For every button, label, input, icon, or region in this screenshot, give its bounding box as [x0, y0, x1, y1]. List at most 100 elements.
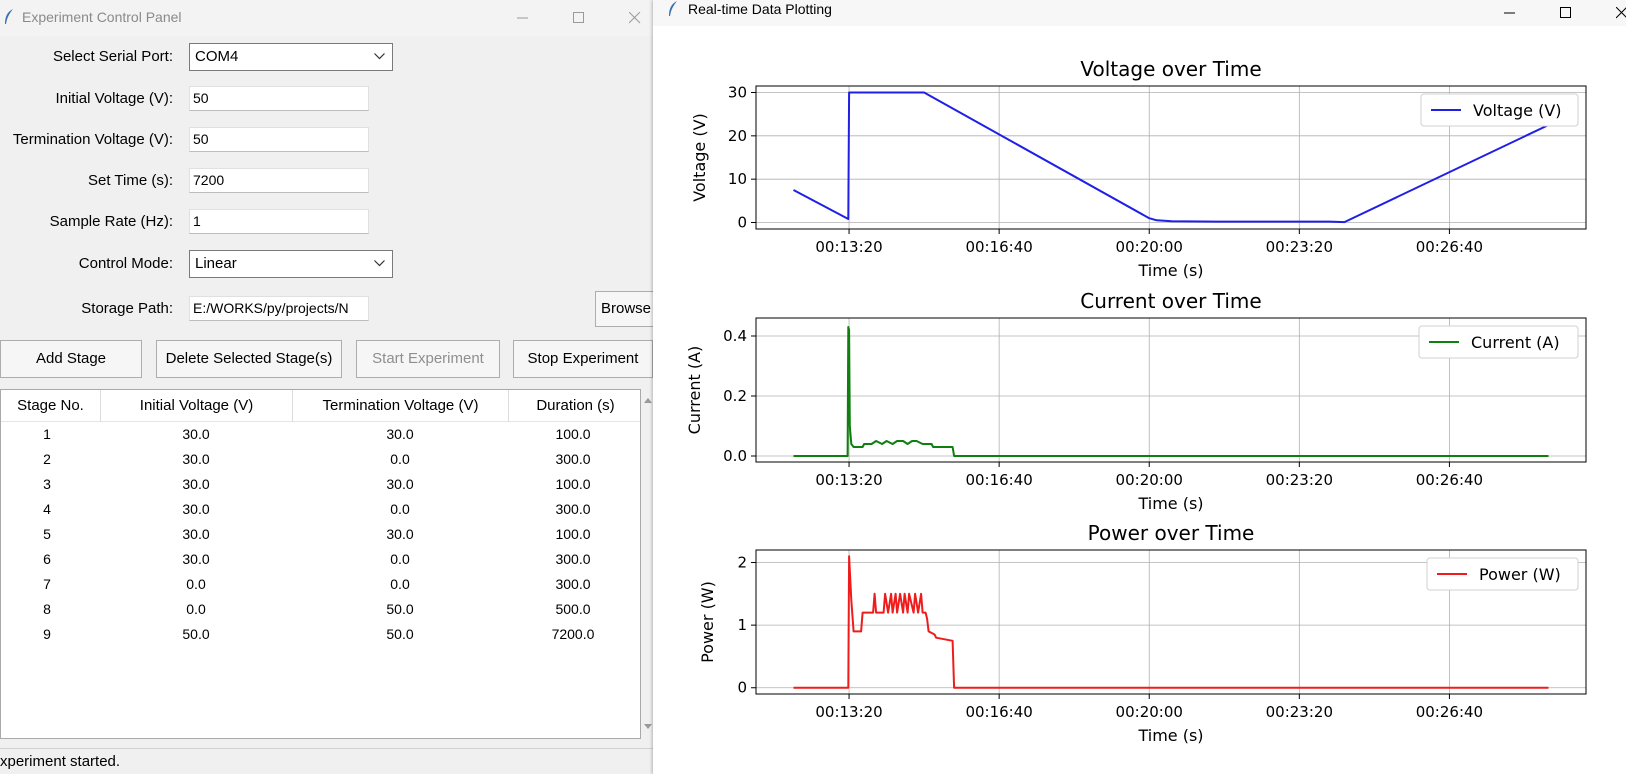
maximize-icon — [573, 12, 584, 23]
table-cell[interactable]: 100.0 — [555, 426, 591, 442]
maximize-icon — [1560, 7, 1571, 18]
maximize-button[interactable] — [556, 0, 602, 36]
table-cell[interactable]: 30.0 — [386, 476, 414, 492]
control-panel-window: Experiment Control Panel Select Serial P… — [0, 0, 653, 774]
table-cell[interactable]: 50.0 — [386, 601, 414, 617]
column-header-duration[interactable]: Duration (s) — [509, 390, 640, 422]
x-axis-label: Time (s) — [1137, 494, 1203, 513]
chart-title: Power over Time — [1088, 521, 1255, 545]
table-cell[interactable]: 100.0 — [555, 526, 591, 542]
add-stage-button[interactable]: Add Stage — [0, 340, 142, 378]
control-mode-select[interactable]: Linear — [189, 250, 393, 278]
status-bar: xperiment started. — [0, 748, 653, 774]
sample-rate-input[interactable]: 1 — [189, 209, 369, 234]
y-tick-label: 0.4 — [723, 327, 747, 345]
stop-experiment-button[interactable]: Stop Experiment — [513, 340, 653, 378]
sample-rate-label: Sample Rate (Hz): — [49, 213, 173, 230]
table-cell[interactable]: 0.0 — [390, 451, 410, 467]
y-tick-label: 2 — [737, 554, 747, 572]
browse-button[interactable]: Browse — [595, 291, 653, 327]
table-cell[interactable]: 300.0 — [555, 501, 591, 517]
table-cell[interactable]: 0.0 — [186, 576, 206, 592]
x-tick-label: 00:16:40 — [965, 238, 1032, 256]
serial-port-label: Select Serial Port: — [52, 48, 173, 65]
table-cell[interactable]: 3 — [43, 476, 51, 492]
plot-window-titlebar[interactable]: Real-time Data Plotting — [653, 0, 1626, 26]
table-cell[interactable]: 50.0 — [182, 626, 210, 642]
initial-voltage-label: Initial Voltage (V): — [55, 90, 173, 107]
x-tick-label: 00:23:20 — [1266, 703, 1333, 721]
table-cell[interactable]: 30.0 — [182, 526, 210, 542]
table-cell[interactable]: 30.0 — [182, 476, 210, 492]
termination-voltage-input[interactable]: 50 — [189, 127, 369, 152]
table-cell[interactable]: 30.0 — [182, 426, 210, 442]
close-button[interactable] — [612, 0, 653, 36]
column-header-initial-voltage[interactable]: Initial Voltage (V) — [101, 390, 293, 422]
table-cell[interactable]: 0.0 — [390, 576, 410, 592]
initial-voltage-input[interactable]: 50 — [189, 86, 369, 111]
y-tick-label: 30 — [728, 84, 747, 102]
storage-path-input[interactable]: E:/WORKS/py/projects/N — [189, 296, 369, 321]
table-cell[interactable]: 30.0 — [386, 526, 414, 542]
plot-close-button[interactable] — [1599, 0, 1626, 31]
column-header-stage-no[interactable]: Stage No. — [1, 390, 101, 422]
y-axis-label: Current (A) — [685, 346, 704, 435]
legend-box — [1426, 557, 1579, 591]
delete-stage-button[interactable]: Delete Selected Stage(s) — [156, 340, 342, 378]
start-experiment-button[interactable]: Start Experiment — [356, 340, 500, 378]
serial-port-select[interactable]: COM4 — [189, 43, 393, 71]
y-tick-label: 10 — [728, 170, 747, 188]
table-cell[interactable]: 300.0 — [555, 576, 591, 592]
column-header-termination-voltage[interactable]: Termination Voltage (V) — [293, 390, 509, 422]
scroll-down-icon — [644, 724, 652, 729]
table-cell[interactable]: 8 — [43, 601, 51, 617]
table-cell[interactable]: 300.0 — [555, 551, 591, 567]
plot-minimize-button[interactable] — [1487, 0, 1533, 31]
plots-canvas: 00:13:20 00:16:40 00:20:00 00:23:20 00:26:40… — [685, 57, 1587, 745]
x-tick-label: 00:13:20 — [815, 238, 882, 256]
legend-box — [1420, 93, 1579, 127]
x-tick-label: 00:26:40 — [1416, 471, 1483, 489]
table-cell[interactable]: 5 — [43, 526, 51, 542]
table-cell[interactable]: 30.0 — [386, 426, 414, 442]
plot-maximize-button[interactable] — [1543, 0, 1589, 31]
window-title: Experiment Control Panel — [22, 9, 182, 25]
legend-box — [1418, 325, 1579, 359]
table-cell[interactable]: 500.0 — [555, 601, 591, 617]
y-tick-label: 0.0 — [723, 447, 747, 465]
table-cell[interactable]: 9 — [43, 626, 51, 642]
table-scrollbar[interactable] — [641, 389, 653, 739]
control-mode-value: Linear — [195, 255, 237, 272]
minimize-button[interactable] — [500, 0, 546, 36]
x-axis-label: Time (s) — [1137, 261, 1203, 280]
table-cell[interactable]: 2 — [43, 451, 51, 467]
table-cell[interactable]: 0.0 — [186, 601, 206, 617]
table-cell[interactable]: 50.0 — [386, 626, 414, 642]
set-time-input[interactable]: 7200 — [189, 168, 369, 193]
table-cell[interactable]: 0.0 — [390, 551, 410, 567]
series-line — [793, 326, 1549, 457]
table-cell[interactable]: 4 — [43, 501, 51, 517]
y-tick-label: 0.2 — [723, 387, 747, 405]
stage-table[interactable]: Stage No. Initial Voltage (V) Terminatio… — [0, 389, 641, 739]
serial-port-value: COM4 — [195, 48, 239, 65]
table-cell[interactable]: 7 — [43, 576, 51, 592]
x-tick-label: 00:16:40 — [965, 471, 1032, 489]
control-panel-titlebar[interactable]: Experiment Control Panel — [0, 0, 653, 36]
table-cell[interactable]: 100.0 — [555, 476, 591, 492]
close-icon — [629, 12, 641, 24]
y-tick-label: 20 — [728, 127, 747, 145]
table-cell[interactable]: 300.0 — [555, 451, 591, 467]
table-cell[interactable]: 6 — [43, 551, 51, 567]
x-tick-label: 00:16:40 — [965, 703, 1032, 721]
legend-label: Voltage (V) — [1473, 101, 1562, 120]
table-cell[interactable]: 7200.0 — [551, 626, 595, 642]
table-cell[interactable]: 0.0 — [390, 501, 410, 517]
x-tick-label: 00:26:40 — [1416, 238, 1483, 256]
y-axis-label: Power (W) — [698, 581, 717, 663]
table-cell[interactable]: 30.0 — [182, 451, 210, 467]
scroll-up-icon — [644, 398, 652, 403]
table-cell[interactable]: 1 — [43, 426, 51, 442]
table-cell[interactable]: 30.0 — [182, 551, 210, 567]
table-cell[interactable]: 30.0 — [182, 501, 210, 517]
